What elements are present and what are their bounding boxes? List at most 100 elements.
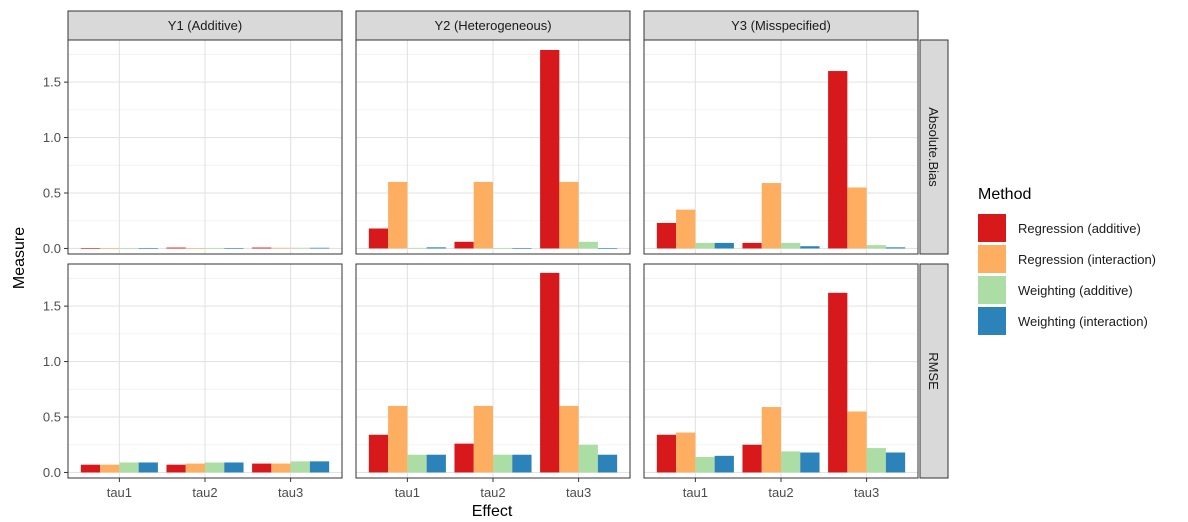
- facet-panel: tau1 tau2 tau3: [643, 263, 919, 500]
- bar: [559, 181, 579, 249]
- row-strip: [919, 39, 949, 255]
- column-strip: [67, 10, 343, 41]
- bar: [540, 272, 560, 473]
- x-tick-label: tau1: [395, 485, 420, 500]
- y-tick-label: 1.0: [43, 354, 61, 369]
- facet-panel: tau1 tau2 tau3: [355, 263, 631, 500]
- legend-swatch: [978, 245, 1006, 273]
- bar: [138, 462, 158, 473]
- bar: [847, 187, 867, 249]
- bar: [493, 454, 513, 473]
- bar: [138, 248, 158, 249]
- bar: [100, 248, 120, 249]
- bar: [205, 462, 225, 473]
- x-tick-label: tau3: [854, 485, 879, 500]
- y-tick-label: 1.5: [43, 299, 61, 314]
- legend-label: Regression (interaction): [1018, 252, 1156, 267]
- x-tick-label: tau2: [480, 485, 505, 500]
- x-axis-title: Effect: [472, 503, 513, 520]
- bar: [388, 181, 408, 249]
- bar: [426, 454, 446, 473]
- bar: [252, 463, 272, 473]
- bar: [271, 247, 291, 249]
- bar: [761, 407, 781, 473]
- bar: [205, 248, 225, 249]
- bar: [512, 248, 532, 249]
- x-tick-label: tau3: [566, 485, 591, 500]
- y-tick-label: 1.0: [43, 130, 61, 145]
- bar: [185, 248, 205, 249]
- bar: [781, 242, 801, 249]
- legend-title: Method: [978, 186, 1031, 203]
- facet-panel: 0.0 0.5 1.0 1.5 tau1 tau2 tau3: [43, 263, 343, 500]
- legend-swatch: [978, 307, 1006, 335]
- bar: [847, 411, 867, 473]
- bar: [454, 443, 474, 473]
- x-tick-label: tau3: [278, 485, 303, 500]
- bar: [80, 464, 101, 473]
- x-tick-label: tau2: [768, 485, 793, 500]
- bar: [866, 448, 886, 473]
- facet-panel: [643, 39, 919, 255]
- bar: [714, 455, 734, 473]
- bar: [290, 461, 310, 473]
- bar: [368, 228, 389, 249]
- bar: [119, 248, 139, 249]
- bar: [454, 241, 474, 249]
- bar: [252, 247, 272, 249]
- bar: [885, 452, 906, 473]
- bar: [426, 247, 446, 249]
- bar: [224, 462, 244, 473]
- bar: [800, 246, 820, 249]
- bar: [656, 434, 677, 473]
- bar: [597, 454, 618, 473]
- bar: [866, 245, 886, 249]
- x-tick-label: tau1: [683, 485, 708, 500]
- y-tick-label: 0.5: [43, 410, 61, 425]
- bar: [695, 456, 715, 473]
- bar: [742, 242, 762, 249]
- legend-label: Weighting (interaction): [1018, 314, 1148, 329]
- bar: [761, 183, 781, 249]
- bar: [473, 181, 493, 249]
- y-axis-title: Measure: [11, 227, 28, 289]
- bar: [800, 452, 820, 473]
- bar: [224, 248, 244, 249]
- legend-label: Regression (additive): [1018, 221, 1141, 236]
- bar: [578, 241, 598, 249]
- bar: [100, 464, 120, 473]
- bar: [80, 248, 101, 249]
- bar: [512, 454, 532, 473]
- bar: [597, 248, 618, 249]
- bar: [185, 463, 205, 473]
- bar: [290, 247, 310, 249]
- bar: [166, 247, 186, 249]
- bar: [656, 222, 677, 249]
- bar: [676, 209, 696, 249]
- y-tick-label: 0.0: [43, 241, 61, 256]
- bar: [781, 451, 801, 473]
- legend-label: Weighting (additive): [1018, 283, 1133, 298]
- row-strip-label: Absolute.Bias: [926, 107, 941, 187]
- x-tick-label: tau2: [192, 485, 217, 500]
- row-strip: [919, 263, 949, 479]
- y-tick-label: 0.5: [43, 186, 61, 201]
- column-strip: [643, 10, 919, 41]
- bar: [407, 247, 427, 249]
- bar: [166, 464, 186, 473]
- bar: [368, 434, 389, 473]
- bar: [388, 405, 408, 473]
- bar: [271, 463, 291, 473]
- column-strip-label: Y2 (Heterogeneous): [434, 18, 551, 33]
- bar: [119, 462, 139, 473]
- column-strip-label: Y3 (Misspecified): [731, 18, 831, 33]
- legend-swatch: [978, 276, 1006, 304]
- bar: [828, 71, 848, 249]
- row-strip-label: RMSE: [926, 352, 941, 390]
- bar: [742, 444, 762, 473]
- bar: [540, 49, 560, 249]
- bar: [828, 292, 848, 473]
- bar: [309, 247, 330, 249]
- bar: [714, 242, 734, 249]
